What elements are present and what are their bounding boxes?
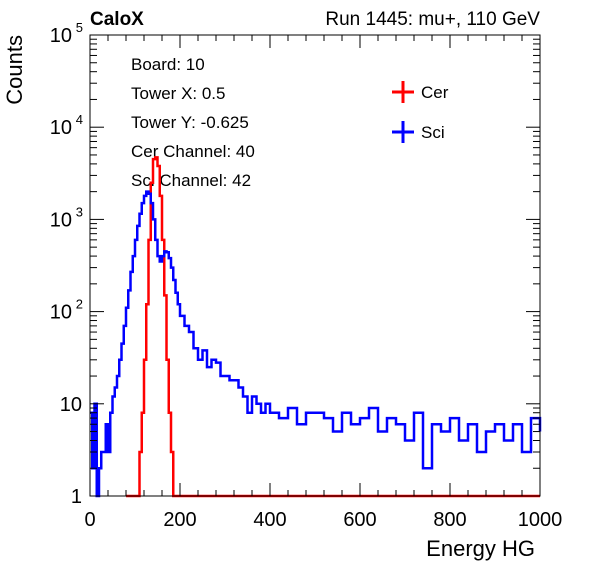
y-tick-label: 10 <box>50 117 72 139</box>
legend: Cer Sci <box>392 81 449 143</box>
x-tick-label: 200 <box>163 509 196 531</box>
y-tick-exponent: 5 <box>76 20 83 35</box>
x-tick-label: 600 <box>343 509 376 531</box>
y-tick-label: 10 <box>50 25 72 47</box>
legend-cer-label: Cer <box>421 83 449 102</box>
info-tower-x: Tower X: 0.5 <box>131 84 226 103</box>
info-board: Board: 10 <box>131 55 205 74</box>
y-tick-label: 1 <box>71 486 82 508</box>
x-axis-label: Energy HG <box>426 536 535 561</box>
series-layer <box>90 156 542 498</box>
y-tick-label: 10 <box>50 302 72 324</box>
y-tick-exponent: 4 <box>76 112 83 127</box>
y-tick-exponent: 2 <box>76 297 83 312</box>
series-sci-line <box>90 190 542 498</box>
y-tick-label: 10 <box>50 209 72 231</box>
series-cer <box>126 156 540 498</box>
info-cer-channel: Cer Channel: 40 <box>131 142 255 161</box>
ticks-layer: 0 200 400 600 800 1000 1 10 10 2 10 3 10 4 10 5 <box>50 20 563 531</box>
series-cer-line <box>126 156 540 498</box>
info-box: Board: 10 Tower X: 0.5 Tower Y: -0.625 C… <box>115 46 361 198</box>
legend-entry-sci: Sci <box>392 121 445 143</box>
x-tick-label: 0 <box>84 509 95 531</box>
info-box-background <box>115 46 361 198</box>
y-tick-label: 10 <box>60 394 82 416</box>
x-tick-label: 400 <box>253 509 286 531</box>
experiment-label: CaloX <box>90 9 144 30</box>
info-tower-y: Tower Y: -0.625 <box>131 113 249 132</box>
series-sci <box>90 190 542 498</box>
x-tick-label: 800 <box>433 509 466 531</box>
legend-entry-cer: Cer <box>392 81 449 103</box>
run-info-label: Run 1445: mu+, 110 GeV <box>325 9 540 30</box>
legend-sci-label: Sci <box>421 123 445 142</box>
plot-frame <box>89 34 541 497</box>
info-sci-channel: Sci Channel: 42 <box>131 171 251 190</box>
x-tick-label: 1000 <box>518 509 563 531</box>
y-tick-exponent: 3 <box>76 204 83 219</box>
y-axis-label: Counts <box>2 35 27 105</box>
